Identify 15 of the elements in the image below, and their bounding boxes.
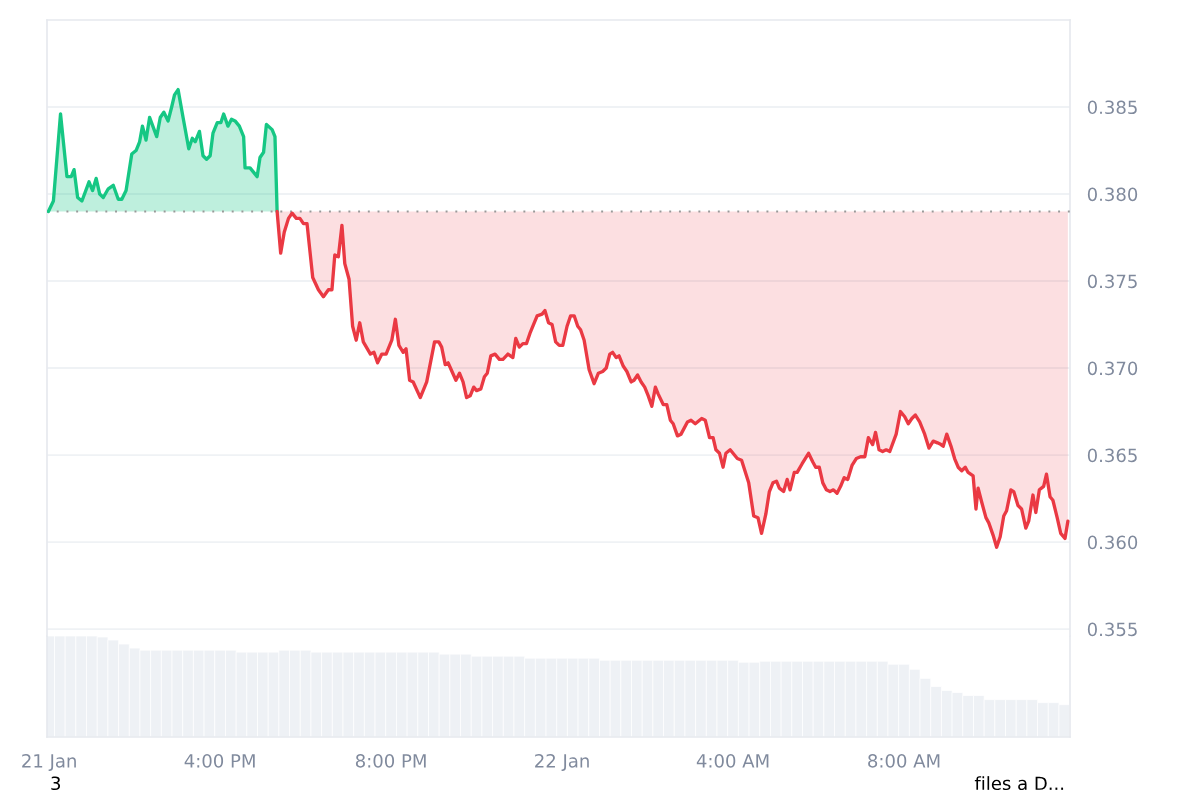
y-tick-label: 0.380 (1087, 187, 1138, 202)
x-tick-label: 4:00 PM (184, 753, 255, 768)
y-tick-label: 0.355 (1087, 622, 1137, 637)
x-tick-label: 4:00 AM (696, 753, 769, 768)
x-tick-label: 22 Jan (535, 753, 589, 771)
x-tick-label: 8:00 PM (355, 753, 426, 768)
y-tick-label: 0.370 (1087, 361, 1138, 376)
y-tick-label: 0.360 (1087, 535, 1138, 550)
x-tick-label: 8:00 AM (868, 753, 940, 768)
y-tick-label: 0.385 (1087, 100, 1137, 115)
text: 3 (51, 776, 61, 791)
x-tick-label: 21 Jan (22, 753, 76, 771)
y-tick-label: 0.365 (1087, 448, 1137, 463)
text: files a D... (974, 776, 1064, 791)
y-tick-label: 0.375 (1087, 274, 1137, 289)
